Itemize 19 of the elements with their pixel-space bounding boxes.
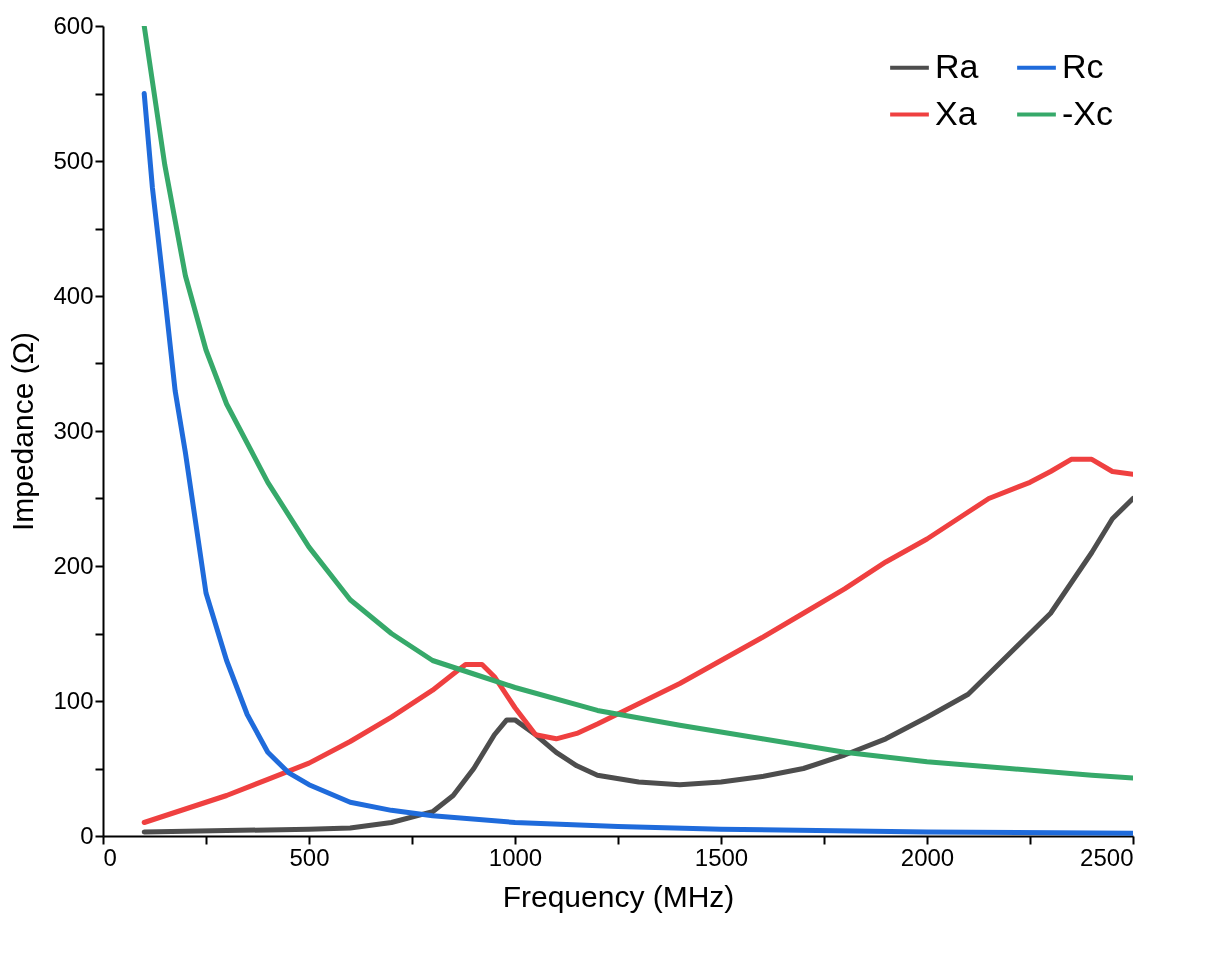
y-tick-label: 600 — [53, 11, 94, 39]
x-tick-label: 2000 — [900, 843, 955, 871]
x-tick-label: 2500 — [1080, 843, 1134, 871]
x-axis-title: Frequency (MHz) — [502, 879, 735, 913]
legend-label: Xa — [935, 93, 977, 132]
y-tick-label: 400 — [53, 281, 94, 309]
y-axis-title: Impedance (Ω) — [6, 331, 40, 532]
y-tick-label: 100 — [53, 686, 94, 714]
x-tick-label: 0 — [103, 843, 117, 871]
legend-label: -Xc — [1062, 93, 1113, 132]
x-tick-label: 1000 — [488, 843, 543, 871]
x-tick-label: 500 — [289, 843, 330, 871]
legend-label: Ra — [935, 46, 979, 85]
x-tick-label: 1500 — [694, 843, 749, 871]
y-tick-label: 300 — [53, 416, 94, 444]
y-tick-label: 500 — [53, 146, 94, 174]
y-tick-label: 0 — [80, 821, 94, 849]
legend-label: Rc — [1062, 46, 1104, 85]
y-tick-label: 200 — [53, 551, 94, 579]
